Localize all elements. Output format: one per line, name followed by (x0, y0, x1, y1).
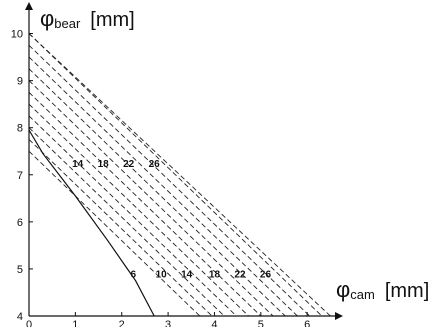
curve-label: 26 (149, 159, 161, 170)
x-tick-label: 4 (211, 319, 217, 327)
y-axis-title: φbear [mm] (40, 6, 135, 31)
y-tick-label: 6 (17, 217, 23, 229)
curve-label: 14 (72, 159, 84, 170)
axes (25, 2, 343, 320)
y-tick-label: 5 (17, 264, 23, 276)
x-axis-title: φcam [mm] (336, 277, 429, 302)
dashed-line (28, 44, 310, 317)
y-tick-label: 9 (17, 76, 23, 88)
curve-label: 22 (234, 270, 246, 281)
x-tick-label: 1 (72, 319, 78, 327)
dashed-line-family (28, 33, 323, 317)
y-axis-arrowhead (25, 2, 33, 10)
y-tick-label: 7 (17, 170, 23, 182)
curve-labels: 14 18 22 26 6 10 14 18 22 26 (72, 159, 271, 281)
dashed-line (28, 56, 298, 317)
boundary-lines (28, 33, 331, 317)
x-tick-label: 3 (165, 319, 171, 327)
upper-boundary-line (28, 33, 331, 317)
curve-label: 26 (260, 270, 272, 281)
dashed-line (28, 150, 201, 317)
dashed-line (28, 103, 249, 317)
x-axis-unit: [mm] (385, 280, 429, 302)
dashed-line (28, 92, 262, 317)
y-tick-label: 10 (11, 29, 23, 41)
dashed-line (28, 33, 323, 317)
curve-label: 18 (98, 159, 110, 170)
dashed-line (28, 139, 213, 317)
curve-label: 10 (156, 270, 168, 281)
x-axis-subscript: cam (350, 287, 375, 302)
lower-boundary-curve (28, 129, 155, 317)
curve-label: 22 (123, 159, 135, 170)
x-axis-arrowhead (335, 312, 343, 320)
curve-label: 18 (209, 270, 221, 281)
curve-label: 14 (181, 270, 193, 281)
dashed-line (28, 115, 237, 317)
tick-labels: 0 1 2 3 4 5 6 4 5 6 7 8 9 10 (11, 29, 310, 327)
y-axis-subscript: bear (54, 16, 81, 31)
y-axis-symbol: φ (40, 6, 54, 31)
x-tick-label: 5 (258, 319, 264, 327)
x-tick-label: 0 (26, 319, 32, 327)
y-tick-label: 4 (17, 311, 23, 323)
curve-label: 6 (131, 270, 137, 281)
x-tick-label: 6 (304, 319, 310, 327)
y-axis-unit: [mm] (90, 9, 134, 31)
dashed-line (28, 127, 225, 317)
y-tick-label: 8 (17, 123, 23, 135)
x-tick-label: 2 (119, 319, 125, 327)
x-axis-symbol: φ (336, 277, 350, 302)
dashed-line (28, 80, 274, 317)
dashed-line (28, 68, 286, 317)
